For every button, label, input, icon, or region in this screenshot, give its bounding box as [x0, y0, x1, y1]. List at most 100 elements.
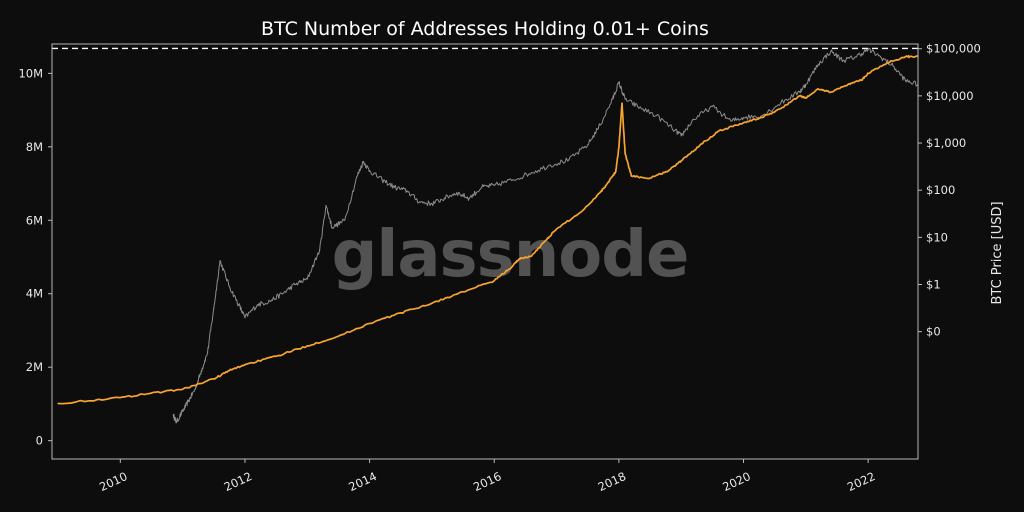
left-tick-label: 4M	[26, 287, 43, 301]
addresses-point	[904, 80, 907, 82]
addresses-point	[711, 105, 713, 108]
right-tick-label: $10	[926, 230, 948, 244]
addresses-point	[674, 129, 676, 131]
addresses-point	[431, 203, 433, 205]
addresses-point	[798, 91, 801, 93]
addresses-series-line	[172, 47, 919, 424]
price-point	[699, 144, 701, 146]
left-tick-label: 0	[36, 434, 43, 448]
price-point	[306, 345, 308, 347]
addresses-point	[319, 249, 321, 251]
addresses-point	[256, 304, 259, 306]
price-point	[400, 312, 402, 314]
price-point	[337, 335, 340, 337]
price-point	[761, 116, 763, 118]
price-series-line	[57, 54, 919, 405]
price-point	[886, 62, 888, 64]
price-point	[630, 175, 632, 177]
right-tick-label: $1	[926, 278, 941, 292]
price-point	[57, 402, 59, 405]
price-point	[462, 291, 464, 293]
price-point	[599, 191, 601, 193]
addresses-point	[294, 283, 296, 286]
addresses-point	[325, 204, 327, 207]
price-point	[580, 211, 583, 213]
right-tick-label: $0	[926, 325, 941, 339]
addresses-point	[867, 48, 869, 51]
addresses-point	[817, 63, 819, 65]
addresses-point	[228, 285, 230, 287]
addresses-point	[368, 170, 371, 172]
addresses-point	[269, 300, 271, 302]
price-point	[717, 130, 720, 132]
addresses-point	[892, 65, 894, 67]
addresses-point	[599, 124, 601, 126]
addresses-point	[612, 98, 614, 100]
price-point	[182, 388, 184, 390]
addresses-point	[206, 351, 209, 354]
price-point	[618, 147, 620, 149]
right-axis: $100,000 $10,000 $1,000 $100 $10 $1 $0	[918, 42, 981, 339]
addresses-point	[730, 120, 732, 122]
price-point	[830, 91, 832, 93]
addresses-point	[587, 144, 589, 146]
addresses-point	[194, 388, 196, 390]
addresses-point	[281, 293, 283, 295]
price-point	[668, 170, 670, 172]
series-layer	[57, 47, 919, 424]
addresses-point	[636, 105, 639, 108]
addresses-point	[182, 410, 184, 412]
addresses-point	[200, 370, 202, 372]
addresses-point	[244, 317, 246, 319]
price-point	[368, 322, 371, 324]
left-tick-label: 2M	[26, 360, 43, 374]
price-point	[555, 228, 558, 230]
addresses-point	[418, 201, 421, 203]
addresses-point	[512, 179, 514, 181]
price-point	[275, 355, 277, 357]
addresses-point	[531, 171, 533, 174]
addresses-point	[880, 56, 882, 58]
addresses-point	[468, 197, 470, 199]
price-point	[805, 97, 807, 99]
addresses-point	[481, 186, 483, 188]
addresses-point	[344, 219, 346, 221]
right-tick-label: $100	[926, 183, 955, 197]
addresses-point	[742, 116, 745, 119]
left-tick-label: 6M	[26, 213, 43, 227]
price-point	[150, 392, 153, 394]
addresses-point	[830, 50, 832, 52]
price-point	[817, 88, 819, 90]
chart-title: BTC Number of Addresses Holding 0.01+ Co…	[261, 18, 709, 40]
addresses-point	[456, 192, 458, 194]
addresses-point	[213, 307, 215, 310]
addresses-point	[393, 186, 396, 188]
price-point	[867, 72, 869, 74]
price-point	[493, 280, 495, 282]
price-point	[649, 177, 651, 179]
addresses-point	[219, 260, 221, 262]
addresses-point	[761, 115, 763, 117]
addresses-point	[549, 164, 551, 166]
addresses-point	[406, 190, 408, 192]
price-point	[780, 107, 782, 110]
addresses-point	[362, 160, 364, 163]
price-point	[228, 369, 230, 372]
addresses-point	[842, 59, 844, 62]
right-tick-label: $1,000	[926, 136, 966, 150]
price-point	[621, 102, 623, 104]
addresses-point	[493, 184, 495, 186]
price-point	[543, 241, 545, 243]
right-tick-label: $100,000	[926, 42, 981, 56]
price-point	[431, 302, 433, 304]
addresses-point	[568, 159, 570, 161]
price-point	[512, 265, 514, 267]
price-point	[213, 378, 215, 380]
price-point	[848, 83, 851, 85]
addresses-point	[356, 175, 358, 177]
addresses-point	[805, 83, 807, 85]
addresses-point	[443, 197, 445, 199]
price-point	[531, 255, 533, 257]
